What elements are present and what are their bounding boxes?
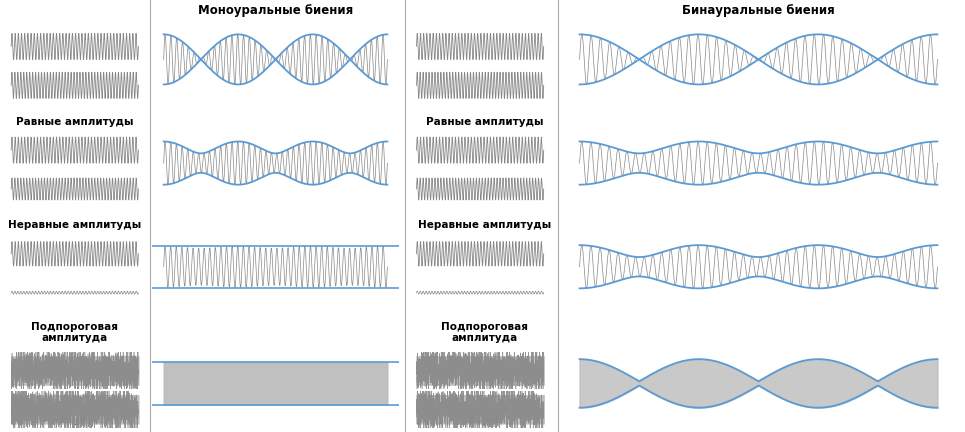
Text: Моноуральные биения: Моноуральные биения xyxy=(198,4,353,17)
Text: Равные амплитуды: Равные амплитуды xyxy=(15,117,133,127)
Text: Неравные амплитуды: Неравные амплитуды xyxy=(8,220,141,230)
Text: Неравные амплитуды: Неравные амплитуды xyxy=(418,220,551,230)
Text: Подпороговая
амплитуда: Подпороговая амплитуда xyxy=(31,322,118,343)
Text: Равные амплитуды: Равные амплитуды xyxy=(426,117,543,127)
Text: Шум: Шум xyxy=(470,415,499,425)
Text: Подпороговая
амплитуда: Подпороговая амплитуда xyxy=(441,322,528,343)
Text: Шум: Шум xyxy=(60,415,89,425)
Text: Бинауральные биения: Бинауральные биения xyxy=(682,4,835,17)
